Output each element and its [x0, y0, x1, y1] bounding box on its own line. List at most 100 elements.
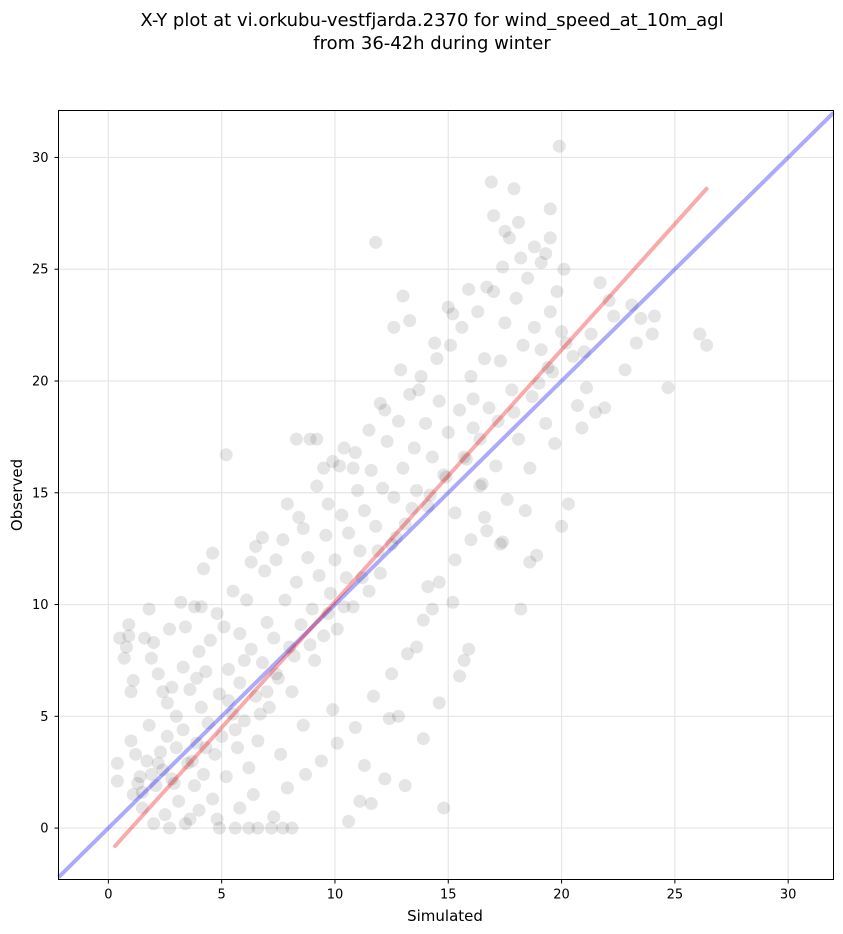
data-point — [210, 812, 224, 826]
data-point — [396, 289, 410, 303]
data-point — [455, 320, 469, 334]
data-point — [598, 401, 612, 415]
data-point — [342, 526, 356, 540]
data-point — [355, 571, 369, 585]
data-point — [215, 729, 229, 743]
data-point — [482, 401, 496, 415]
data-point — [507, 405, 521, 419]
y-axis-label: Observed — [8, 459, 26, 531]
data-point — [548, 437, 562, 451]
data-point — [255, 656, 269, 670]
data-point — [212, 687, 226, 701]
data-point — [237, 714, 251, 728]
data-point — [276, 821, 290, 835]
data-point — [144, 651, 158, 665]
data-point — [246, 788, 260, 802]
data-point — [523, 461, 537, 475]
y-tick-label: 25 — [32, 263, 49, 278]
data-point — [258, 564, 272, 578]
data-point — [221, 662, 235, 676]
data-point — [432, 394, 446, 408]
data-point — [464, 370, 478, 384]
data-point — [255, 530, 269, 544]
data-point — [645, 327, 659, 341]
data-point — [478, 352, 492, 366]
data-point — [183, 812, 197, 826]
data-point — [555, 325, 569, 339]
data-point — [521, 271, 535, 285]
data-point — [446, 595, 460, 609]
data-point — [342, 814, 356, 828]
data-point — [430, 352, 444, 366]
data-point — [453, 403, 467, 417]
data-point — [278, 593, 292, 607]
data-point — [219, 770, 233, 784]
data-point — [403, 314, 417, 328]
data-point — [364, 463, 378, 477]
data-point — [496, 535, 510, 549]
data-point — [142, 602, 156, 616]
data-point — [647, 309, 661, 323]
data-point — [502, 231, 516, 245]
data-point — [693, 327, 707, 341]
data-point — [285, 685, 299, 699]
data-point — [382, 712, 396, 726]
data-point — [317, 461, 331, 475]
data-point — [387, 320, 401, 334]
data-point — [276, 533, 290, 547]
data-point — [448, 553, 462, 567]
data-point — [414, 370, 428, 384]
data-point — [122, 629, 136, 643]
data-point — [147, 636, 161, 650]
data-point — [303, 638, 317, 652]
data-point — [512, 432, 526, 446]
data-point — [231, 741, 245, 755]
data-point — [337, 600, 351, 614]
data-point — [251, 734, 265, 748]
data-point — [441, 300, 455, 314]
data-point — [484, 175, 498, 189]
data-point — [629, 336, 643, 350]
data-point — [117, 651, 131, 665]
data-point — [448, 506, 462, 520]
data-point — [514, 251, 528, 265]
data-point — [160, 696, 174, 710]
data-points — [110, 139, 714, 835]
plot-frame — [58, 110, 834, 880]
data-point — [185, 754, 199, 768]
data-point — [262, 700, 276, 714]
data-point — [326, 454, 340, 468]
data-point — [385, 667, 399, 681]
data-point — [305, 602, 319, 616]
data-point — [550, 285, 564, 299]
data-point — [110, 756, 124, 770]
data-point — [357, 504, 371, 518]
data-point — [373, 566, 387, 580]
data-point — [700, 338, 714, 352]
data-point — [280, 781, 294, 795]
data-point — [394, 363, 408, 377]
data-point — [124, 734, 138, 748]
data-point — [178, 817, 192, 831]
grid-lines — [58, 110, 834, 880]
data-point — [385, 537, 399, 551]
data-point — [471, 305, 485, 319]
data-point — [260, 685, 274, 699]
data-point — [366, 689, 380, 703]
data-point — [353, 794, 367, 808]
data-point — [194, 600, 208, 614]
data-point — [480, 524, 494, 538]
data-point — [197, 562, 211, 576]
identity-line — [57, 111, 835, 879]
data-point — [206, 546, 220, 560]
data-point — [240, 593, 254, 607]
data-point — [496, 260, 510, 274]
data-point — [357, 758, 371, 772]
data-point — [172, 794, 186, 808]
data-point — [353, 544, 367, 558]
data-point — [525, 390, 539, 404]
data-point — [391, 414, 405, 428]
data-point — [287, 649, 301, 663]
data-point — [163, 622, 177, 636]
data-point — [126, 788, 140, 802]
